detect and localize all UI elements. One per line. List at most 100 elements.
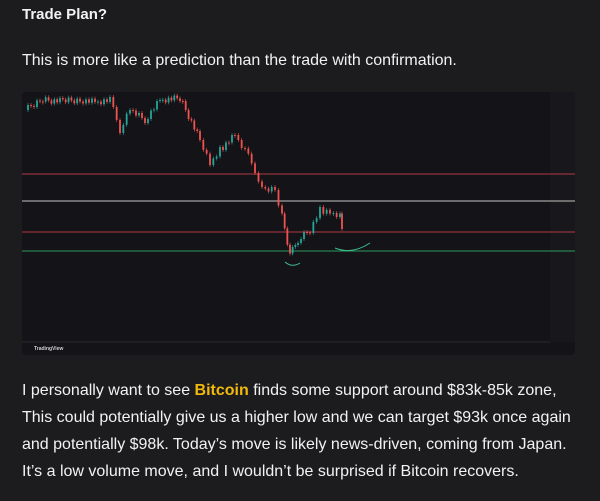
candle-body bbox=[244, 148, 246, 149]
candle-body bbox=[167, 97, 170, 103]
candle-body bbox=[129, 110, 131, 114]
candle-body bbox=[176, 95, 179, 99]
candle-body bbox=[264, 187, 267, 189]
candle-body bbox=[193, 120, 196, 130]
candle-body bbox=[147, 119, 149, 123]
candle-body bbox=[64, 99, 67, 103]
candle-body bbox=[173, 95, 176, 101]
watermark: TradingView bbox=[34, 346, 63, 352]
projection-curve bbox=[284, 261, 301, 266]
candle-body bbox=[257, 173, 260, 182]
candle-body bbox=[153, 109, 155, 111]
candle-body bbox=[247, 148, 250, 154]
candle-body bbox=[231, 135, 233, 143]
candle-body bbox=[219, 147, 221, 157]
candle-body bbox=[135, 110, 137, 116]
body-line: This could potentially give us a higher … bbox=[22, 409, 571, 426]
candle-body bbox=[184, 101, 187, 110]
candle-body bbox=[132, 110, 134, 111]
candle-body bbox=[300, 239, 302, 243]
candle-body bbox=[76, 98, 79, 104]
candle-body bbox=[36, 100, 38, 107]
candle-body bbox=[179, 98, 181, 101]
candle-body bbox=[225, 142, 227, 150]
candle-body bbox=[237, 135, 240, 140]
candle-body bbox=[159, 100, 161, 101]
body-line: It’s a low volume move, and I wouldn’t b… bbox=[22, 463, 519, 480]
candle-body bbox=[103, 99, 105, 105]
candle-body bbox=[312, 221, 315, 233]
candle-body bbox=[39, 100, 41, 102]
candle-body bbox=[199, 131, 201, 140]
candle-body bbox=[187, 110, 190, 119]
candle-body bbox=[94, 98, 96, 102]
candle-body bbox=[106, 99, 108, 102]
candle-body bbox=[109, 97, 111, 102]
candle-body bbox=[222, 147, 224, 150]
candle-body bbox=[181, 101, 184, 102]
candle-body bbox=[73, 100, 76, 104]
candle-body bbox=[274, 187, 276, 190]
candle-body bbox=[294, 245, 297, 247]
post-title: Trade Plan? bbox=[22, 6, 108, 23]
candle-body bbox=[79, 98, 81, 102]
chart-image: TradingView bbox=[22, 92, 575, 355]
candle-body bbox=[286, 228, 289, 245]
price-axis bbox=[550, 92, 575, 342]
candle-body bbox=[56, 99, 59, 103]
candle-body bbox=[196, 129, 199, 131]
candle-body bbox=[27, 105, 29, 110]
candle-body bbox=[267, 188, 270, 192]
candle-body bbox=[85, 99, 87, 104]
candle-body bbox=[119, 120, 121, 133]
candle-body bbox=[306, 232, 308, 233]
body-line: finds some support around $83k-85k zone, bbox=[248, 382, 557, 399]
candle-body bbox=[325, 209, 328, 214]
candle-body bbox=[215, 156, 218, 159]
candle-body bbox=[212, 158, 215, 165]
candle-body bbox=[41, 101, 44, 103]
candle-body bbox=[309, 232, 311, 234]
intro-text: This is more like a prediction than the … bbox=[22, 52, 457, 69]
bitcoin-link[interactable]: Bitcoin bbox=[194, 382, 249, 399]
candle-body bbox=[164, 99, 167, 103]
candle-body bbox=[88, 99, 90, 103]
candle-body bbox=[33, 106, 35, 107]
candle-body bbox=[228, 142, 230, 144]
candle-body bbox=[297, 243, 299, 245]
candle-body bbox=[303, 232, 305, 239]
candle-body bbox=[291, 247, 294, 254]
candle-body bbox=[283, 213, 286, 229]
candle-body bbox=[281, 205, 283, 214]
candle-body bbox=[138, 113, 140, 116]
candle-body bbox=[91, 98, 93, 103]
candle-body bbox=[97, 101, 99, 103]
candle-body bbox=[289, 244, 291, 254]
candle-body bbox=[270, 187, 273, 192]
candle-body bbox=[144, 118, 146, 123]
candle-body bbox=[82, 101, 84, 104]
candle-body bbox=[47, 97, 50, 101]
candle-body bbox=[141, 113, 143, 118]
body-text: I personally want to see Bitcoin finds s… bbox=[22, 377, 571, 485]
candle-body bbox=[170, 97, 173, 101]
candle-body bbox=[67, 97, 70, 103]
candle-body bbox=[209, 153, 211, 165]
candles bbox=[27, 93, 343, 256]
candle-body bbox=[150, 110, 152, 119]
candle-body bbox=[156, 101, 158, 110]
projection-curve bbox=[334, 242, 371, 252]
candle-body bbox=[53, 99, 56, 104]
candle-body bbox=[61, 98, 64, 100]
candle-body bbox=[30, 105, 32, 106]
candle-body bbox=[100, 101, 102, 105]
candle-body bbox=[277, 190, 280, 206]
candle-body bbox=[125, 113, 128, 125]
candle-body bbox=[190, 119, 193, 121]
candle-body bbox=[250, 153, 253, 164]
candle-body bbox=[329, 209, 331, 214]
candle-body bbox=[115, 107, 118, 120]
candle-body bbox=[44, 97, 47, 102]
candle-body bbox=[319, 207, 321, 219]
